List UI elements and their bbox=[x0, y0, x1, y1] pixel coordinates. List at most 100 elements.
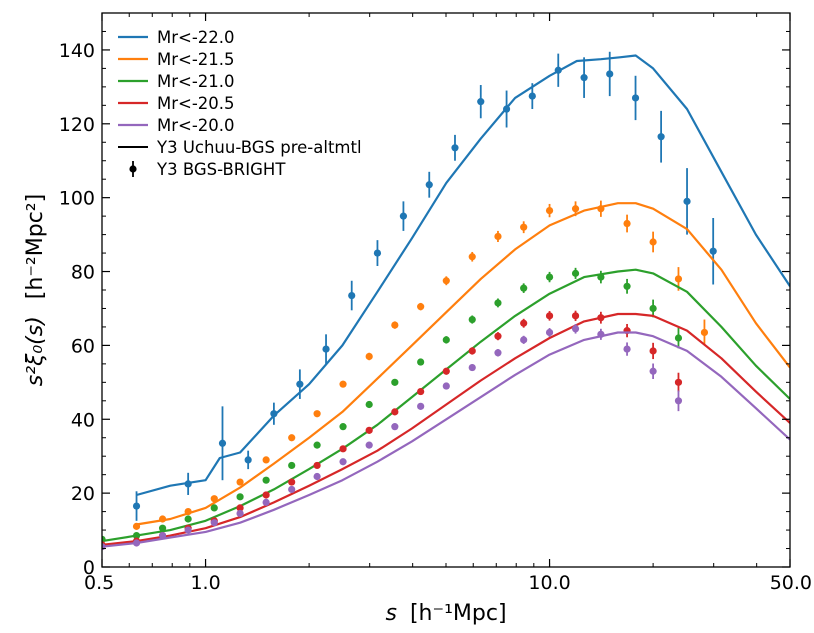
data-point bbox=[520, 336, 528, 344]
data-point bbox=[597, 314, 605, 322]
data-point bbox=[683, 197, 691, 205]
data-point bbox=[606, 70, 614, 78]
legend-item-model: Y3 Uchuu-BGS pre-altmtl bbox=[118, 138, 362, 157]
data-point bbox=[339, 380, 347, 388]
data-point bbox=[184, 526, 192, 534]
data-point bbox=[451, 144, 459, 152]
legend: Mr<-22.0 Mr<-21.5 Mr<-21.0 Mr<-20.5 Mr<-20.0… bbox=[118, 28, 362, 179]
data-point bbox=[365, 400, 373, 409]
data-point bbox=[244, 456, 252, 464]
data-point bbox=[158, 515, 167, 523]
data-point bbox=[348, 291, 356, 300]
model-line-3 bbox=[102, 312, 790, 546]
legend-label: Mr<-20.5 bbox=[157, 94, 235, 113]
y-tick-label: 0 bbox=[83, 557, 95, 579]
data-point bbox=[571, 269, 580, 277]
data-point bbox=[210, 519, 218, 527]
data-point bbox=[339, 423, 347, 431]
data-point bbox=[417, 402, 425, 410]
data-point bbox=[502, 105, 511, 113]
data-point bbox=[184, 508, 192, 516]
data-point bbox=[494, 299, 502, 307]
data-point bbox=[132, 532, 141, 540]
data-point bbox=[623, 282, 631, 290]
data-point bbox=[580, 74, 588, 82]
model-line-1 bbox=[136, 202, 790, 526]
data-point bbox=[236, 509, 244, 518]
data-point bbox=[339, 458, 347, 466]
data-point bbox=[545, 312, 554, 320]
data-point bbox=[545, 328, 554, 337]
data-point bbox=[296, 380, 304, 388]
data-point bbox=[210, 504, 218, 512]
data-point bbox=[391, 378, 399, 386]
data-point bbox=[494, 349, 502, 357]
x-axis-label-units: [h⁻¹Mpc] bbox=[410, 601, 507, 626]
data-point bbox=[365, 426, 373, 434]
axis-tick-labels: 0.5 1.0 10.0 50.0 0 20 40 60 80 100 120 140 bbox=[59, 40, 812, 594]
data-point bbox=[597, 273, 605, 281]
data-point bbox=[288, 478, 296, 486]
y-tick-label: 100 bbox=[59, 188, 95, 210]
data-point bbox=[674, 275, 683, 283]
data-point bbox=[597, 330, 605, 338]
data-point bbox=[288, 434, 296, 442]
data-point bbox=[571, 205, 580, 213]
data-point bbox=[477, 98, 485, 106]
data-point bbox=[597, 205, 605, 213]
data-point bbox=[132, 539, 141, 547]
data-point bbox=[339, 445, 347, 453]
data-point bbox=[270, 410, 278, 418]
data-point bbox=[132, 522, 141, 530]
data-point bbox=[468, 315, 476, 324]
data-point bbox=[674, 397, 683, 405]
data-point bbox=[218, 439, 227, 447]
data-point bbox=[442, 382, 450, 390]
legend-item: Mr<-21.5 bbox=[118, 50, 235, 69]
data-point bbox=[520, 319, 528, 327]
data-point bbox=[417, 358, 425, 366]
data-point bbox=[365, 441, 373, 449]
legend-label: Y3 BGS-BRIGHT bbox=[156, 160, 286, 179]
data-point bbox=[236, 504, 244, 512]
data-point bbox=[262, 476, 270, 484]
data-point bbox=[674, 334, 683, 342]
data-point bbox=[657, 133, 665, 141]
data-point bbox=[391, 408, 399, 416]
series-4 bbox=[102, 323, 790, 551]
data-point bbox=[102, 535, 106, 543]
data-point bbox=[623, 345, 631, 353]
data-point bbox=[313, 461, 321, 470]
data-point bbox=[262, 498, 270, 506]
legend-label: Mr<-20.0 bbox=[157, 116, 235, 135]
data-point bbox=[417, 387, 425, 396]
data-point bbox=[313, 410, 321, 418]
x-tick-label: 1.0 bbox=[190, 572, 220, 594]
data-point bbox=[373, 249, 382, 257]
data-point bbox=[425, 181, 433, 189]
data-point bbox=[545, 206, 554, 215]
data-point bbox=[236, 478, 244, 486]
data-point bbox=[649, 367, 657, 375]
x-tick-label: 0.5 bbox=[84, 572, 114, 594]
data-point bbox=[528, 92, 536, 100]
legend-item: Mr<-21.0 bbox=[118, 72, 235, 91]
legend-label: Mr<-22.0 bbox=[157, 28, 235, 47]
data-point bbox=[391, 423, 399, 431]
legend-label: Y3 Uchuu-BGS pre-altmtl bbox=[156, 138, 362, 157]
legend-marker bbox=[129, 165, 137, 173]
y-axis-label-units: [h⁻²Mpc²] bbox=[23, 194, 48, 299]
axis-ticks bbox=[101, 12, 791, 568]
data-point bbox=[442, 367, 450, 375]
data-point bbox=[674, 378, 683, 386]
y-axis-label: s²ξ₀(s) [h⁻²Mpc²] bbox=[23, 194, 48, 386]
data-point bbox=[494, 332, 502, 340]
plot-area bbox=[102, 51, 790, 551]
data-point bbox=[399, 212, 408, 220]
data-point bbox=[322, 345, 330, 353]
legend-item: Mr<-22.0 bbox=[118, 28, 235, 47]
data-point bbox=[417, 303, 425, 311]
data-point bbox=[313, 441, 321, 449]
y-tick-label: 140 bbox=[59, 40, 95, 62]
